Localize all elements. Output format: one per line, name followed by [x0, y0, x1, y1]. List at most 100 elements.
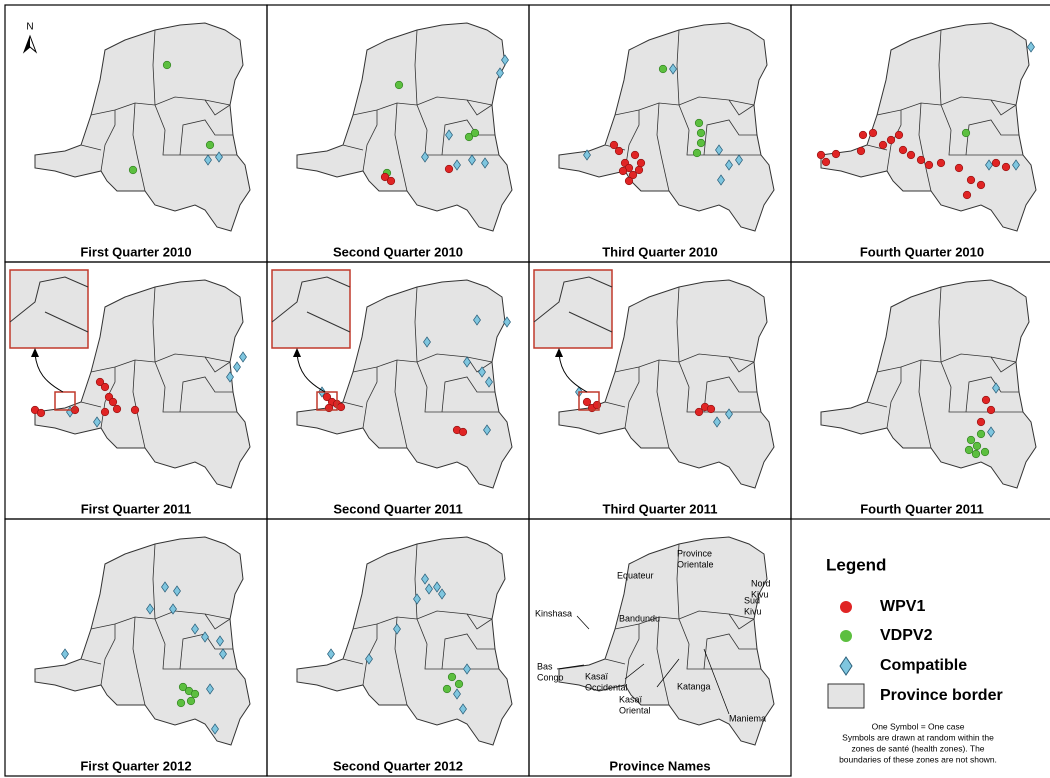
vdpv2-symbol [176, 698, 186, 708]
wpv1-symbol [130, 405, 140, 415]
compatible-symbol [393, 623, 401, 635]
wpv1-symbol [614, 146, 624, 156]
north-arrow: N [22, 22, 38, 54]
leader-line [556, 664, 585, 670]
compatible-symbol [327, 648, 335, 660]
province-name: Kivu [744, 606, 762, 616]
panel-title: First Quarter 2010 [80, 244, 191, 259]
wpv1-symbol [986, 405, 996, 415]
map-panel: Fourth Quarter 2011 [820, 279, 1037, 516]
inset-source [316, 391, 338, 411]
inset-arrowhead [555, 348, 563, 357]
compatible-symbol [423, 336, 431, 348]
compatible-symbol [717, 174, 725, 186]
vdpv2-symbol [966, 435, 976, 445]
wpv1-symbol [924, 160, 934, 170]
compatible-symbol [669, 63, 677, 75]
wpv1-symbol [976, 180, 986, 190]
wpv1-symbol [936, 158, 946, 168]
leader-line [576, 615, 590, 630]
map-panel: First Quarter 2010 [34, 22, 251, 259]
compatible-symbol [215, 151, 223, 163]
map-panel: Fourth Quarter 2010 [816, 22, 1037, 259]
compatible-symbol [715, 144, 723, 156]
compatible-symbol [425, 583, 433, 595]
compatible-symbol [501, 54, 509, 66]
wpv1-symbol [962, 190, 972, 200]
compatible-symbol [61, 648, 69, 660]
wpv1-symbol [856, 146, 866, 156]
vdpv2-symbol [447, 672, 457, 682]
map-panel: First Quarter 2011 [9, 269, 251, 516]
vdpv2-symbol [470, 128, 480, 138]
country-map [558, 22, 775, 232]
vdpv2-symbol [186, 696, 196, 706]
province-name: Kasaï [619, 694, 643, 704]
wpv1-symbol [336, 402, 346, 412]
wpv1-symbol [816, 150, 826, 160]
compatible-symbol [463, 356, 471, 368]
province-name: Kasaï [585, 671, 609, 681]
compatible-symbol [421, 151, 429, 163]
wpv1-symbol [636, 158, 646, 168]
compatible-symbol [453, 688, 461, 700]
map-panel: Third Quarter 2011 [533, 269, 775, 516]
compatible-symbol [1027, 41, 1035, 53]
inset-border [271, 276, 351, 333]
panel-title: First Quarter 2011 [81, 501, 192, 516]
compatible-symbol [985, 159, 993, 171]
compatible-symbol [987, 426, 995, 438]
legend-item: VDPV2 [880, 627, 933, 644]
wpv1-symbol [886, 135, 896, 145]
wpv1-symbol [112, 404, 122, 414]
province-name: Oriental [619, 705, 651, 715]
vdpv2-symbol [464, 132, 474, 142]
vdpv2-symbol [162, 60, 172, 70]
province-name: Occidental [585, 682, 628, 692]
compatible-symbol [481, 157, 489, 169]
compatible-symbol [725, 159, 733, 171]
compatible-symbol [216, 635, 224, 647]
legend-note: boundaries of these zones are not shown. [839, 754, 997, 764]
wpv1-symbol [634, 165, 644, 175]
north-label: N [26, 22, 33, 33]
panel-grid [4, 4, 1050, 777]
vdpv2-symbol [964, 445, 974, 455]
compatible-symbol [233, 361, 241, 373]
wpv1-symbol [706, 404, 716, 414]
wpv1-symbol [858, 130, 868, 140]
panel-title: Fourth Quarter 2011 [860, 501, 984, 516]
wpv1-symbol [954, 163, 964, 173]
wpv1-symbol [878, 140, 888, 150]
wpv1-symbol [36, 408, 46, 418]
compatible-symbol [433, 581, 441, 593]
province-name: Sud [744, 595, 760, 605]
panel-title: Second Quarter 2011 [333, 501, 462, 516]
panel-title: Third Quarter 2010 [602, 244, 718, 259]
map-panel: Second Quarter 2010 [296, 22, 513, 259]
vdpv2-symbol [658, 64, 668, 74]
leader-line [703, 648, 730, 715]
inset-border [533, 276, 613, 333]
wpv1-symbol [991, 158, 1001, 168]
wpv1-symbol [981, 395, 991, 405]
wpv1-symbol [100, 382, 110, 392]
compatible-symbol [169, 603, 177, 615]
map-panel: Second Quarter 2011 [271, 269, 513, 516]
panel-frame [528, 518, 792, 777]
wpv1-symbol [100, 407, 110, 417]
wpv1-symbol [582, 397, 592, 407]
wpv1-symbol [906, 150, 916, 160]
province-name: Kinshasa [535, 608, 572, 618]
province-name: Congo [537, 672, 564, 682]
compatible-symbol [421, 573, 429, 585]
compatible-symbol [463, 663, 471, 675]
wpv1-symbol [609, 140, 619, 150]
leader-line [656, 658, 680, 688]
compatible-symbol [93, 416, 101, 428]
legend-item: Province border [880, 687, 1003, 704]
legend-title: Legend [826, 555, 886, 574]
compatible-symbol [503, 316, 511, 328]
vdpv2-symbol [128, 165, 138, 175]
vdpv2-symbol [394, 80, 404, 90]
